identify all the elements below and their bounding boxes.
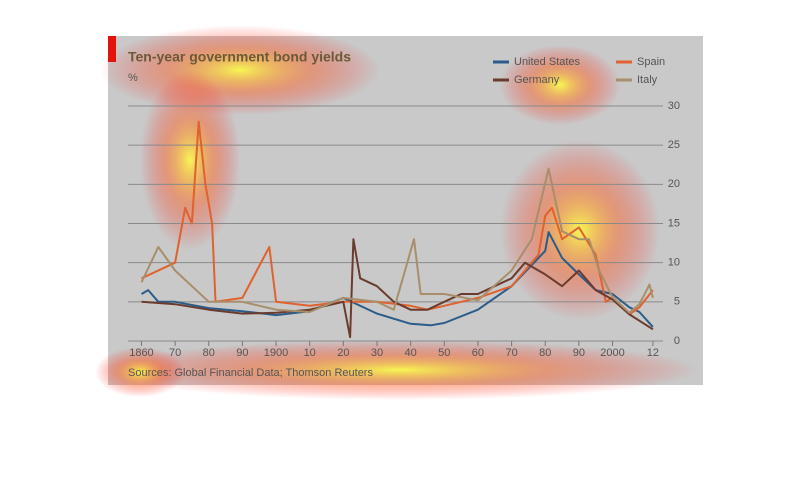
x-tick-label: 60 [472,347,484,359]
y-tick-label: 20 [668,178,680,190]
x-tick-label: 10 [304,347,316,359]
y-tick-label: 10 [668,257,680,269]
y-tick-label: 25 [668,139,680,151]
y-tick-label: 5 [674,296,680,308]
x-tick-label: 70 [505,347,517,359]
y-tick-label: 0 [674,335,680,347]
x-tick-label: 80 [539,347,551,359]
chart-source: Sources: Global Financial Data; Thomson … [128,367,373,379]
legend-label: Italy [637,74,658,86]
legend-label: United States [514,56,581,68]
heat-overlay [95,25,700,400]
x-tick-label: 12 [647,347,659,359]
brand-tag [108,36,116,62]
y-tick-label: 15 [668,217,680,229]
x-tick-label: 80 [203,347,215,359]
x-tick-label: 90 [236,347,248,359]
y-tick-label: 30 [668,100,680,112]
x-tick-label: 20 [337,347,349,359]
x-tick-label: 1900 [264,347,288,359]
x-tick-label: 2000 [600,347,624,359]
legend-label: Spain [637,56,665,68]
chart-subtitle: % [128,72,138,84]
x-tick-label: 30 [371,347,383,359]
chart-title: Ten-year government bond yields [128,49,351,65]
x-tick-label: 90 [573,347,585,359]
x-tick-label: 1860 [129,347,153,359]
x-tick-label: 40 [405,347,417,359]
x-tick-label: 70 [169,347,181,359]
series-line [140,167,654,314]
series-line [141,238,654,339]
legend-label: Germany [514,74,560,86]
x-tick-label: 50 [438,347,450,359]
